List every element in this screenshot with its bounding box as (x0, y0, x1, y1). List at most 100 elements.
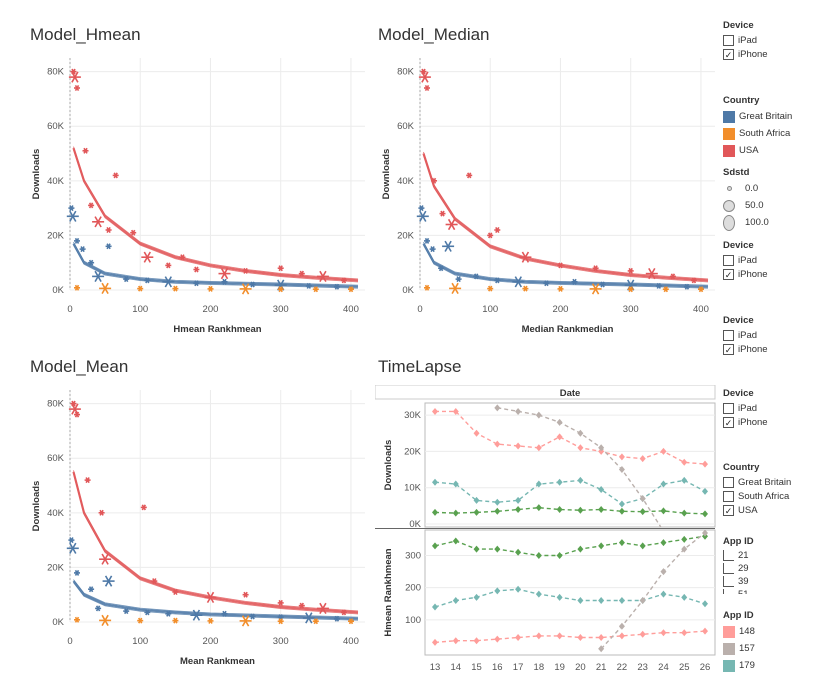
point-stroke (278, 265, 283, 272)
point-stroke (313, 286, 318, 293)
filter-option-51[interactable]: 51 (723, 588, 754, 594)
data-point (432, 478, 438, 486)
x-axis-label: Hmean Rankhmean (173, 324, 261, 335)
checkbox[interactable]: ✓ (723, 416, 734, 428)
checkbox[interactable]: ✓ (723, 504, 734, 516)
trend-line (434, 506, 706, 515)
point-stroke (124, 276, 129, 283)
data-point (571, 278, 578, 285)
point-stroke (106, 227, 111, 233)
legend-title: Sdstd (723, 167, 750, 178)
data-point (88, 259, 95, 266)
point-stroke (424, 284, 430, 291)
point-stroke (194, 266, 199, 273)
legend-title: Country (723, 95, 760, 106)
point-stroke (164, 276, 172, 288)
legend-item-south-africa[interactable]: South Africa (723, 125, 792, 142)
checkbox[interactable]: ✓ (723, 343, 734, 355)
x-tick-label: 400 (693, 304, 709, 315)
point-stroke (334, 283, 340, 290)
option-label: Great Britain (738, 476, 792, 488)
data-point (442, 240, 455, 252)
data-point (556, 478, 563, 486)
fit-line (72, 147, 359, 282)
x-tick-label: 26 (700, 662, 711, 673)
pane-border-top (424, 402, 716, 528)
data-point (577, 634, 584, 642)
filter-option-iphone[interactable]: ✓ iPhone (723, 47, 768, 61)
point-stroke (495, 227, 500, 233)
legend-item-179[interactable]: 179 (723, 657, 755, 674)
data-point (74, 284, 80, 291)
data-point (494, 277, 501, 284)
fit-line (423, 151, 709, 280)
data-point (88, 586, 95, 593)
point-stroke (431, 177, 437, 184)
legend-item-usa[interactable]: USA (723, 142, 792, 159)
filter-option-ipad[interactable]: iPad (723, 253, 768, 267)
color-swatch (723, 659, 735, 672)
filter-option-21[interactable]: 21 (723, 549, 754, 562)
checkbox[interactable] (723, 576, 734, 587)
point-stroke (208, 285, 213, 292)
checkbox[interactable] (723, 490, 734, 502)
checkbox[interactable] (723, 254, 734, 266)
data-point (204, 591, 217, 603)
point-stroke (319, 602, 327, 614)
filter-option-usa[interactable]: ✓ USA (723, 503, 791, 517)
data-point (123, 276, 130, 283)
x-tick-label: 400 (343, 304, 359, 315)
data-point (512, 276, 525, 288)
option-label: iPad (738, 254, 758, 266)
legend-device-2: Device iPad ✓ iPhone (723, 240, 768, 281)
x-tick-label: 0 (67, 304, 72, 315)
data-point (494, 404, 501, 412)
filter-option-ipad[interactable]: iPad (723, 328, 768, 342)
legend-item-157[interactable]: 157 (723, 640, 755, 657)
data-point (179, 254, 186, 261)
point-stroke (138, 617, 143, 624)
data-point (455, 276, 462, 283)
checkbox[interactable]: ✓ (723, 268, 734, 280)
checkbox[interactable] (723, 402, 734, 414)
checkbox[interactable]: ✓ (723, 48, 734, 60)
filter-option-iphone[interactable]: ✓ iPhone (723, 267, 768, 281)
point-stroke (663, 286, 668, 293)
checkbox[interactable] (723, 329, 734, 341)
y-tick-label: 0K (52, 617, 64, 628)
filter-option-ipad[interactable]: iPad (723, 401, 768, 415)
legend-item-great-britain[interactable]: Great Britain (723, 108, 792, 125)
point-stroke (124, 608, 129, 615)
data-point (598, 505, 605, 513)
data-point (312, 286, 319, 293)
data-point (515, 585, 522, 593)
legend-appid-color: App ID 148 157 179 (723, 610, 755, 674)
legend-item-148[interactable]: 148 (723, 623, 755, 640)
data-point (333, 283, 340, 290)
filter-option-ipad[interactable]: iPad (723, 33, 768, 47)
filter-option-iphone[interactable]: ✓ iPhone (723, 415, 768, 429)
data-point (439, 210, 446, 217)
point-stroke (74, 85, 80, 91)
filter-option-29[interactable]: 29 (723, 562, 754, 575)
checkbox[interactable] (723, 589, 734, 594)
point-stroke (306, 282, 311, 289)
filter-option-iphone[interactable]: ✓ iPhone (723, 342, 768, 356)
legend-appid-filter: App ID 21 29 39 51 (723, 536, 754, 594)
option-label: South Africa (738, 490, 790, 502)
filter-option-39[interactable]: 39 (723, 575, 754, 588)
legend-label: 179 (739, 660, 755, 671)
y-axis-label: Downloads (31, 481, 42, 532)
data-point (639, 542, 646, 550)
checkbox[interactable] (723, 476, 734, 488)
checkbox[interactable] (723, 563, 734, 574)
fit-line (73, 241, 359, 286)
legend-sdstd: Sdstd 0.0 50.0 100.0 (723, 167, 769, 231)
point-stroke (94, 270, 102, 282)
filter-option-great-britain[interactable]: Great Britain (723, 475, 791, 489)
data-point (660, 507, 667, 515)
checkbox[interactable] (723, 550, 734, 561)
filter-option-south-africa[interactable]: South Africa (723, 489, 791, 503)
legend-size-item: 100.0 (723, 214, 769, 231)
checkbox[interactable] (723, 34, 734, 46)
